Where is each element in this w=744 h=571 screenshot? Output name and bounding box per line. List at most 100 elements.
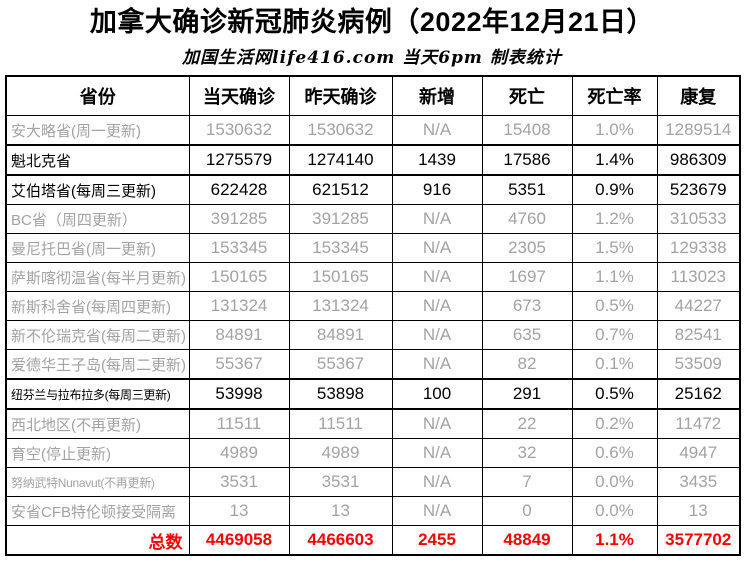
cell-today-confirmed: 150165 — [188, 262, 290, 293]
page-title: 加拿大确诊新冠肺炎病例（2022年12月21日） — [89, 7, 655, 37]
cell-today-confirmed: 55367 — [188, 349, 290, 380]
column-header-death-rate: 死亡率 — [571, 75, 658, 117]
cell-deaths: 32 — [481, 438, 573, 469]
cell-province: 爱德华王子岛(每周二更新) — [5, 349, 190, 380]
column-header-today-confirmed: 当天确诊 — [188, 75, 290, 117]
cell-yesterday-confirmed: 84891 — [288, 320, 393, 351]
cell-deaths: 15408 — [481, 115, 573, 146]
cell-recovered: 11472 — [656, 408, 741, 440]
table-row: 育空(停止更新) 4989 4989 N/A 32 0.6% 4947 — [5, 438, 741, 469]
cell-yesterday-confirmed: 13 — [288, 496, 393, 527]
cell-recovered: 113023 — [656, 262, 741, 293]
cell-recovered: 4947 — [656, 438, 741, 469]
table-row: 西北地区(不再更新) 11511 11511 N/A 22 0.2% 11472 — [5, 408, 741, 440]
cell-recovered: 310533 — [656, 204, 741, 235]
page: 加拿大确诊新冠肺炎病例（2022年12月21日） 加国生活网life416.co… — [5, 7, 741, 557]
cell-recovered: 523679 — [656, 174, 741, 206]
table-row: 魁北克省 1275579 1274140 1439 17586 1.4% 986309 — [5, 144, 741, 177]
cell-yesterday-confirmed: 131324 — [288, 291, 393, 322]
cell-today-confirmed: 53998 — [188, 378, 290, 411]
cell-province: 总数 — [5, 525, 190, 556]
cell-province: 西北地区(不再更新) — [5, 408, 190, 440]
cell-province: 新斯科舍省(每周四更新) — [5, 291, 190, 322]
cell-death-rate: 0.2% — [571, 408, 658, 440]
cell-new-cases: 1439 — [391, 144, 483, 177]
cell-today-confirmed: 131324 — [188, 291, 290, 322]
cell-recovered: 44227 — [656, 291, 741, 322]
cell-yesterday-confirmed: 1530632 — [288, 115, 393, 146]
cell-today-confirmed: 1275579 — [188, 144, 290, 177]
cell-yesterday-confirmed: 55367 — [288, 349, 393, 380]
table-row: 新不伦瑞克省(每周二更新) 84891 84891 N/A 635 0.7% 82541 — [5, 320, 741, 351]
cell-today-confirmed: 153345 — [188, 233, 290, 264]
cell-new-cases: N/A — [391, 349, 483, 380]
table-body: 安大略省(周一更新) 1530632 1530632 N/A 15408 1.0% 1289… — [5, 115, 741, 556]
cell-deaths: 82 — [481, 349, 573, 380]
cell-death-rate: 0.9% — [571, 174, 658, 206]
page-subtitle: 加国生活网life416.com 当天6pm 制表统计 — [182, 48, 562, 69]
cell-today-confirmed: 1530632 — [188, 115, 290, 146]
cell-province: 安大略省(周一更新) — [5, 115, 190, 146]
covid-stats-table: 省份 当天确诊 昨天确诊 新增 死亡 死亡率 康复 安大略省(周一更新) 1530632 153… — [5, 75, 741, 557]
cell-recovered: 129338 — [656, 233, 741, 264]
cell-deaths: 291 — [481, 378, 573, 411]
cell-deaths: 635 — [481, 320, 573, 351]
cell-recovered: 986309 — [656, 144, 741, 177]
cell-yesterday-confirmed: 53898 — [288, 378, 393, 411]
cell-death-rate: 0.6% — [571, 438, 658, 469]
cell-deaths: 2305 — [481, 233, 573, 264]
cell-yesterday-confirmed: 621512 — [288, 174, 393, 206]
cell-death-rate: 1.5% — [571, 233, 658, 264]
totals-row: 总数 4469058 4466603 2455 48849 1.1% 3577702 — [5, 525, 741, 556]
cell-yesterday-confirmed: 4989 — [288, 438, 393, 469]
cell-recovered: 3435 — [656, 467, 741, 498]
cell-death-rate: 0.1% — [571, 349, 658, 380]
cell-province: 曼尼托巴省(周一更新) — [5, 233, 190, 264]
cell-deaths: 673 — [481, 291, 573, 322]
cell-death-rate: 1.1% — [571, 525, 658, 556]
cell-new-cases: N/A — [391, 115, 483, 146]
cell-today-confirmed: 13 — [188, 496, 290, 527]
cell-yesterday-confirmed: 150165 — [288, 262, 393, 293]
table-row: 新斯科舍省(每周四更新) 131324 131324 N/A 673 0.5% 44227 — [5, 291, 741, 322]
cell-today-confirmed: 391285 — [188, 204, 290, 235]
cell-new-cases: N/A — [391, 438, 483, 469]
cell-today-confirmed: 11511 — [188, 408, 290, 440]
cell-new-cases: 2455 — [391, 525, 483, 556]
cell-yesterday-confirmed: 11511 — [288, 408, 393, 440]
cell-new-cases: N/A — [391, 233, 483, 264]
cell-province: 纽芬兰与拉布拉多(每周三更新) — [5, 378, 190, 411]
cell-province: 艾伯塔省(每周三更新) — [5, 174, 190, 206]
cell-deaths: 1697 — [481, 262, 573, 293]
cell-province: 育空(停止更新) — [5, 438, 190, 469]
cell-yesterday-confirmed: 1274140 — [288, 144, 393, 177]
column-header-deaths: 死亡 — [481, 75, 573, 117]
cell-deaths: 17586 — [481, 144, 573, 177]
cell-deaths: 7 — [481, 467, 573, 498]
column-header-province: 省份 — [5, 75, 190, 117]
cell-new-cases: N/A — [391, 262, 483, 293]
table-row: 萨斯喀彻温省(每半月更新) 150165 150165 N/A 1697 1.1% 1130… — [5, 262, 741, 293]
cell-new-cases: N/A — [391, 320, 483, 351]
cell-death-rate: 1.0% — [571, 115, 658, 146]
table-row: 艾伯塔省(每周三更新) 622428 621512 916 5351 0.9% 523679 — [5, 174, 741, 206]
cell-yesterday-confirmed: 153345 — [288, 233, 393, 264]
cell-deaths: 22 — [481, 408, 573, 440]
cell-deaths: 4760 — [481, 204, 573, 235]
cell-province: 努纳武特Nunavut(不再更新) — [5, 467, 190, 498]
cell-death-rate: 1.1% — [571, 262, 658, 293]
cell-province: 新不伦瑞克省(每周二更新) — [5, 320, 190, 351]
table-row: 爱德华王子岛(每周二更新) 55367 55367 N/A 82 0.1% 53509 — [5, 349, 741, 380]
cell-new-cases: N/A — [391, 204, 483, 235]
cell-province: 萨斯喀彻温省(每半月更新) — [5, 262, 190, 293]
cell-yesterday-confirmed: 4466603 — [288, 525, 393, 556]
cell-recovered: 82541 — [656, 320, 741, 351]
column-header-recovered: 康复 — [656, 75, 741, 117]
cell-today-confirmed: 4989 — [188, 438, 290, 469]
cell-today-confirmed: 622428 — [188, 174, 290, 206]
table-row: 纽芬兰与拉布拉多(每周三更新) 53998 53898 100 291 0.5% 25162 — [5, 378, 741, 411]
table-row: 安省CFB特伦顿接受隔离 13 13 N/A 0 0.0% 13 — [5, 496, 741, 527]
cell-death-rate: 1.4% — [571, 144, 658, 177]
cell-death-rate: 0.7% — [571, 320, 658, 351]
cell-recovered: 3577702 — [656, 525, 741, 556]
